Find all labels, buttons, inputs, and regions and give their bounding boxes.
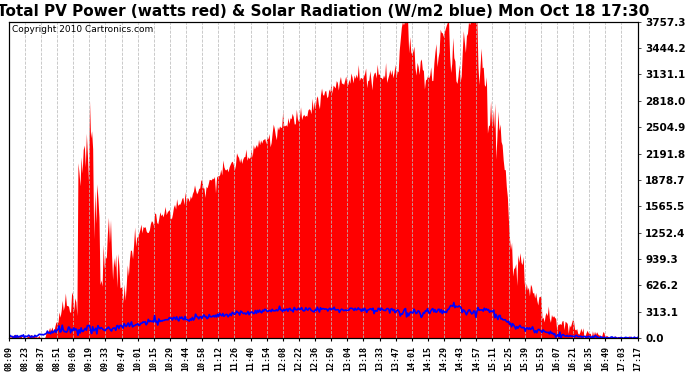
Text: Copyright 2010 Cartronics.com: Copyright 2010 Cartronics.com xyxy=(12,25,153,34)
Title: Total PV Power (watts red) & Solar Radiation (W/m2 blue) Mon Oct 18 17:30: Total PV Power (watts red) & Solar Radia… xyxy=(0,4,649,19)
